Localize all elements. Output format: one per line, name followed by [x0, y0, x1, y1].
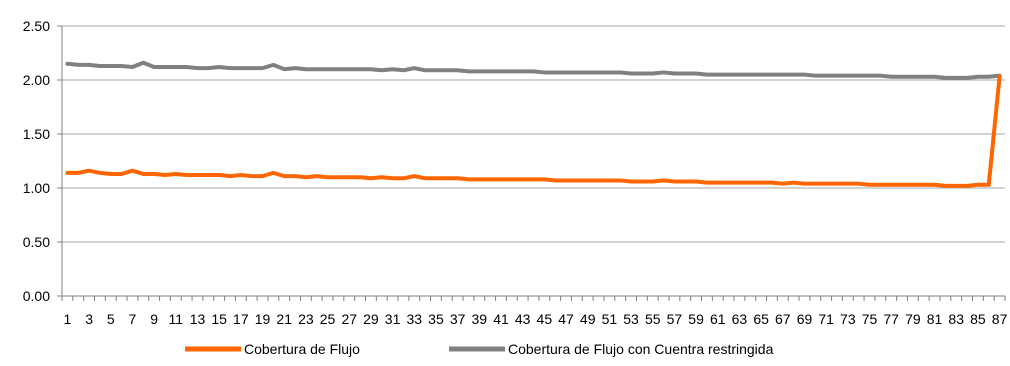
x-tick-label: 85	[970, 311, 986, 327]
x-tick-label: 45	[537, 311, 553, 327]
x-tick-label: 13	[190, 311, 206, 327]
series-lines	[65, 60, 1002, 188]
x-tick-label: 43	[515, 311, 531, 327]
axes	[57, 25, 1006, 301]
x-tick-label: 79	[905, 311, 921, 327]
x-tick-label: 15	[211, 311, 227, 327]
x-tick-label: 27	[341, 311, 357, 327]
y-tick-label: 0.00	[23, 288, 50, 304]
x-tick-label: 7	[129, 311, 137, 327]
x-tick-label: 55	[645, 311, 661, 327]
x-tick-label: 41	[493, 311, 509, 327]
series-line	[65, 74, 1002, 188]
x-tick-label: 75	[862, 311, 878, 327]
x-tick-label: 81	[927, 311, 943, 327]
x-tick-label: 1	[64, 311, 72, 327]
x-tick-label: 21	[276, 311, 292, 327]
x-tick-label: 73	[840, 311, 856, 327]
y-tick-label: 2.50	[23, 18, 50, 34]
x-tick-labels: 1 3 5 7 9 11 13 15 17 19 21 23 25 27 29 31 33 35 37 39 41 43 4…	[64, 311, 1008, 327]
x-tick-label: 83	[948, 311, 964, 327]
x-tick-label: 17	[233, 311, 249, 327]
x-tick-label: 59	[688, 311, 704, 327]
x-tick-label: 9	[150, 311, 158, 327]
x-tick-label: 71	[818, 311, 834, 327]
legend-label: Cobertura de Flujo con Cuentra restringi…	[508, 341, 774, 357]
x-tick-label: 25	[320, 311, 336, 327]
x-tick-label: 63	[732, 311, 748, 327]
x-tick-label: 5	[107, 311, 115, 327]
x-tick-label: 53	[623, 311, 639, 327]
x-tick-label: 31	[385, 311, 401, 327]
x-tick-label: 3	[85, 311, 93, 327]
gridlines	[62, 25, 1005, 243]
y-tick-label: 2.00	[23, 72, 50, 88]
x-tick-label: 39	[472, 311, 488, 327]
x-tick-label: 65	[753, 311, 769, 327]
legend: Cobertura de Flujo Cobertura de Flujo con…	[185, 341, 774, 357]
x-tick-label: 69	[797, 311, 813, 327]
y-tick-label: 1.50	[23, 126, 50, 142]
legend-label: Cobertura de Flujo	[244, 341, 360, 357]
x-tick-label: 57	[667, 311, 683, 327]
series-line	[65, 60, 1002, 80]
x-tick-label: 61	[710, 311, 726, 327]
x-tick-label: 49	[580, 311, 596, 327]
x-tick-label: 23	[298, 311, 314, 327]
x-tick-label: 47	[558, 311, 574, 327]
x-tick-label: 33	[406, 311, 422, 327]
x-tick-label: 29	[363, 311, 379, 327]
x-tick-label: 51	[602, 311, 618, 327]
x-tick-label: 19	[255, 311, 271, 327]
x-tick-label: 37	[450, 311, 466, 327]
y-tick-label: 0.50	[23, 234, 50, 250]
x-tick-label: 77	[883, 311, 899, 327]
x-tick-label: 67	[775, 311, 791, 327]
x-tick-label: 11	[169, 311, 184, 327]
y-tick-labels: 0.00 0.50 1.00 1.50 2.00 2.50	[23, 18, 50, 304]
x-tick-label: 87	[992, 311, 1008, 327]
y-tick-label: 1.00	[23, 180, 50, 196]
x-tick-label: 35	[428, 311, 444, 327]
